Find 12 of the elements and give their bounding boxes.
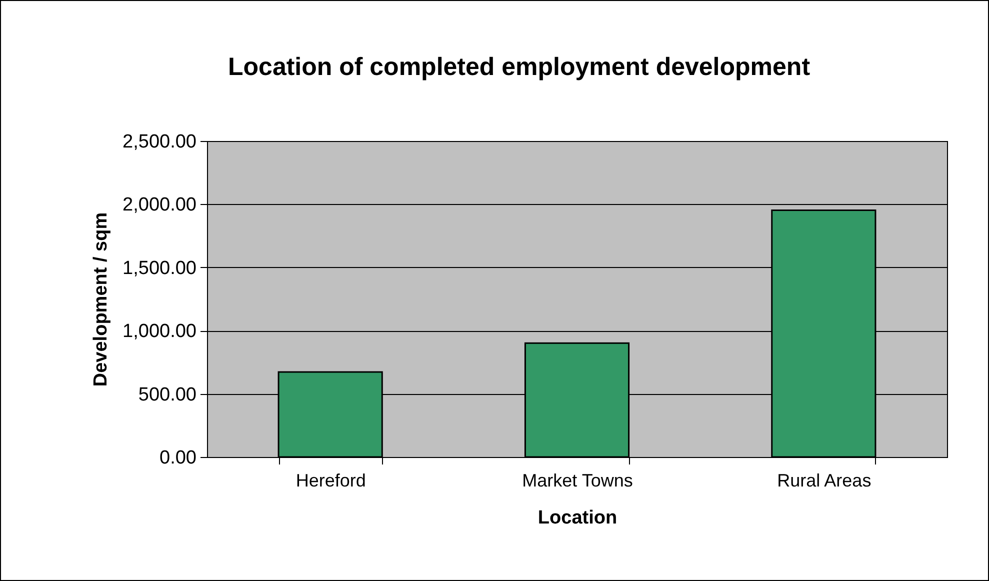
x-tick-label: Rural Areas bbox=[777, 470, 872, 490]
y-tick-label: 2,500.00 bbox=[122, 132, 196, 152]
y-tick-label: 0.00 bbox=[160, 448, 196, 468]
y-tick-label: 2,000.00 bbox=[122, 194, 196, 216]
chart-title: Location of completed employment development bbox=[228, 53, 811, 81]
y-tick-label: 1,000.00 bbox=[122, 321, 196, 342]
y-tick-label: 500.00 bbox=[138, 384, 196, 406]
y-tick-label: 1,500.00 bbox=[122, 258, 196, 279]
x-tick-label: Hereford bbox=[296, 470, 366, 490]
x-tick-label: Market Towns bbox=[522, 470, 633, 490]
x-axis-title: Location bbox=[538, 508, 618, 528]
y-axis-title: Development / sqm bbox=[90, 212, 112, 387]
